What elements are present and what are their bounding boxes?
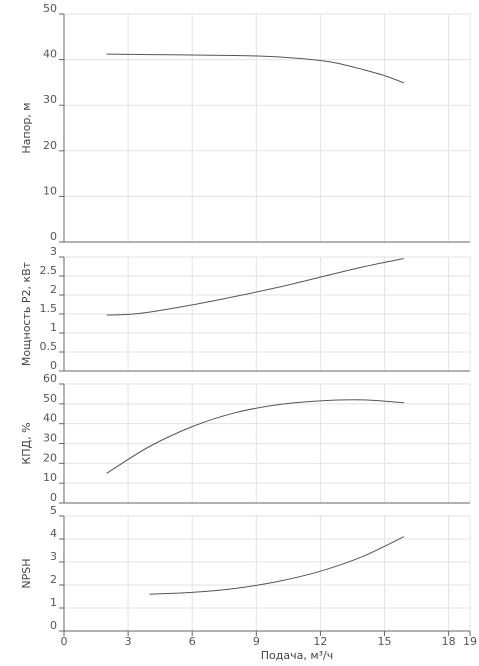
series-line xyxy=(106,53,404,84)
y-axis-title: NPSH xyxy=(20,558,33,588)
y-tick-label: 20 xyxy=(43,451,57,464)
y-axis-title: Мощность P2, кВт xyxy=(20,261,33,366)
series-line xyxy=(106,399,404,474)
y-tick-label: 10 xyxy=(43,471,57,484)
subplot-3: 0 10 20 30 40 50 60 КПД, % xyxy=(20,372,471,504)
y-tick-label: 3 xyxy=(50,550,57,563)
x-tick-label: 3 xyxy=(125,635,132,648)
y-tick-label: 1 xyxy=(50,596,57,609)
y-tick-label: 2.5 xyxy=(40,264,58,277)
x-tick-label: 12 xyxy=(313,635,327,648)
y-tick-label: 0.5 xyxy=(40,340,58,353)
y-tick-label: 10 xyxy=(43,184,57,197)
y-tick-label: 1.5 xyxy=(40,302,58,315)
series-line xyxy=(106,258,404,316)
subplot-2: 0 0.5 1 1.5 2 2.5 3 Мощность P2, кВт xyxy=(20,245,471,372)
y-axis-title: КПД, % xyxy=(20,422,33,464)
x-tick-label: 0 xyxy=(61,635,68,648)
y-tick-label: 2 xyxy=(50,573,57,586)
series-line xyxy=(149,536,405,595)
x-axis-title: Подача, м³/ч xyxy=(261,649,334,662)
subplot-1: 0 10 20 30 40 50 Напор, м xyxy=(20,2,471,243)
y-tick-label: 4 xyxy=(50,527,57,540)
y-tick-label: 50 xyxy=(43,2,57,15)
y-tick-label: 5 xyxy=(50,504,57,517)
y-tick-label: 30 xyxy=(43,93,57,106)
y-tick-label: 0 xyxy=(50,230,57,243)
y-tick-label: 1 xyxy=(50,321,57,334)
y-tick-label: 0 xyxy=(50,619,57,632)
x-tick-label: 18 xyxy=(442,635,456,648)
y-tick-label: 0 xyxy=(50,491,57,504)
x-tick-label: 15 xyxy=(378,635,392,648)
y-tick-label: 0 xyxy=(50,359,57,372)
y-tick-label: 40 xyxy=(43,48,57,61)
y-tick-label: 40 xyxy=(43,412,57,425)
y-tick-label: 2 xyxy=(50,283,57,296)
y-tick-label: 3 xyxy=(50,245,57,258)
y-tick-label: 20 xyxy=(43,139,57,152)
y-axis-title: Напор, м xyxy=(20,102,33,153)
y-tick-label: 50 xyxy=(43,392,57,405)
x-tick-label: 6 xyxy=(189,635,196,648)
y-tick-label: 60 xyxy=(43,372,57,385)
x-tick-label: 9 xyxy=(253,635,260,648)
x-tick-label: 19 xyxy=(463,635,477,648)
y-tick-label: 30 xyxy=(43,432,57,445)
